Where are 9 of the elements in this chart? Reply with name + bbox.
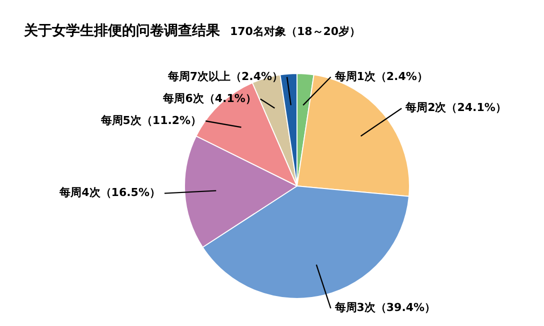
chart-subtitle: 170名对象（18～20岁） bbox=[230, 25, 361, 38]
slice-label: 每周7次以上（2.4%） bbox=[166, 70, 284, 83]
slice-label: 每周2次（24.1%） bbox=[404, 101, 506, 114]
slice-label: 每周5次（11.2%） bbox=[100, 114, 202, 127]
slice-label: 每周1次（2.4%） bbox=[334, 70, 428, 83]
slice-label: 每周6次（4.1%） bbox=[162, 92, 256, 105]
slice-label: 每周3次（39.4%） bbox=[334, 301, 436, 314]
slice-label: 每周4次（16.5%） bbox=[58, 186, 160, 200]
chart-title: 关于女学生排便的问卷调查结果 bbox=[24, 23, 220, 39]
